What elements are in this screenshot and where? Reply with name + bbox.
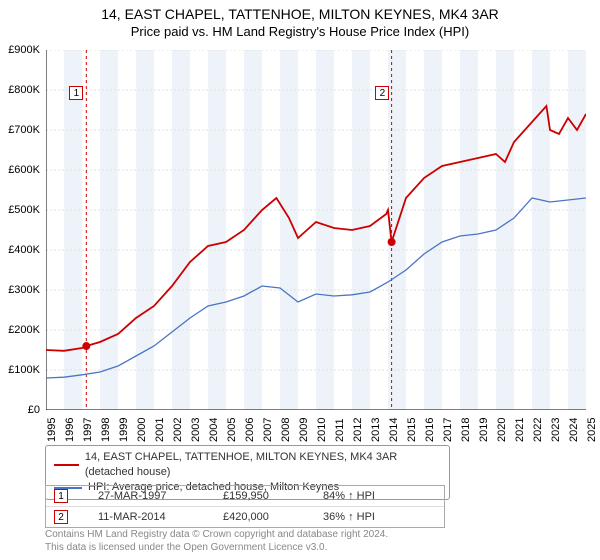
chart-svg <box>46 50 586 410</box>
x-axis-label: 2025 <box>586 418 598 442</box>
legend-label-property: 14, EAST CHAPEL, TATTENHOE, MILTON KEYNE… <box>85 450 441 480</box>
x-axis-label: 1995 <box>46 418 58 442</box>
chart-marker-badge: 1 <box>69 86 83 100</box>
x-axis-label: 2008 <box>280 418 292 442</box>
footer-line2: This data is licensed under the Open Gov… <box>45 541 388 554</box>
y-axis-label: £300K <box>0 284 40 296</box>
sale-marker-1: 1 <box>54 489 68 503</box>
y-axis-label: £400K <box>0 244 40 256</box>
x-axis-label: 2020 <box>496 418 508 442</box>
x-axis-label: 2000 <box>136 418 148 442</box>
x-axis-label: 2016 <box>424 418 436 442</box>
chart-subtitle: Price paid vs. HM Land Registry's House … <box>10 24 590 39</box>
x-axis-label: 2018 <box>460 418 472 442</box>
x-axis-label: 1998 <box>100 418 112 442</box>
y-axis-label: £100K <box>0 364 40 376</box>
x-axis-label: 2014 <box>388 418 400 442</box>
x-axis-label: 2024 <box>568 418 580 442</box>
x-axis-label: 1999 <box>118 418 130 442</box>
sale-price: £420,000 <box>223 511 293 523</box>
sale-date: 11-MAR-2014 <box>98 511 193 523</box>
x-axis-label: 2002 <box>172 418 184 442</box>
sale-pct: 84% ↑ HPI <box>323 490 418 502</box>
legend-row-property: 14, EAST CHAPEL, TATTENHOE, MILTON KEYNE… <box>54 450 441 480</box>
x-axis-label: 2010 <box>316 418 328 442</box>
y-axis-label: £600K <box>0 164 40 176</box>
x-axis-label: 2022 <box>532 418 544 442</box>
y-axis-label: £900K <box>0 44 40 56</box>
y-axis-label: £200K <box>0 324 40 336</box>
chart-area: £0£100K£200K£300K£400K£500K£600K£700K£80… <box>46 50 586 410</box>
footer-line1: Contains HM Land Registry data © Crown c… <box>45 528 388 541</box>
sale-marker-2: 2 <box>54 510 68 524</box>
title-block: 14, EAST CHAPEL, TATTENHOE, MILTON KEYNE… <box>0 0 600 41</box>
x-axis-label: 2006 <box>244 418 256 442</box>
x-axis-label: 2011 <box>334 418 346 442</box>
table-row: 2 11-MAR-2014 £420,000 36% ↑ HPI <box>46 506 444 527</box>
y-axis-label: £0 <box>0 404 40 416</box>
x-axis-label: 2021 <box>514 418 526 442</box>
x-axis-label: 2003 <box>190 418 202 442</box>
footer: Contains HM Land Registry data © Crown c… <box>45 528 388 554</box>
sale-price: £159,950 <box>223 490 293 502</box>
x-axis-label: 2012 <box>352 418 364 442</box>
x-axis-label: 1996 <box>64 418 76 442</box>
x-axis-label: 2004 <box>208 418 220 442</box>
chart-title: 14, EAST CHAPEL, TATTENHOE, MILTON KEYNE… <box>10 6 590 22</box>
x-axis-label: 2013 <box>370 418 382 442</box>
chart-marker-badge: 2 <box>375 86 389 100</box>
x-axis-label: 2007 <box>262 418 274 442</box>
x-axis-label: 2009 <box>298 418 310 442</box>
y-axis-label: £500K <box>0 204 40 216</box>
x-axis-label: 1997 <box>82 418 94 442</box>
x-axis-label: 2017 <box>442 418 454 442</box>
chart-container: 14, EAST CHAPEL, TATTENHOE, MILTON KEYNE… <box>0 0 600 560</box>
x-axis-label: 2015 <box>406 418 418 442</box>
x-axis-label: 2001 <box>154 418 166 442</box>
x-axis-label: 2005 <box>226 418 238 442</box>
sales-table: 1 27-MAR-1997 £159,950 84% ↑ HPI 2 11-MA… <box>45 485 445 528</box>
x-axis-label: 2019 <box>478 418 490 442</box>
y-axis-label: £800K <box>0 84 40 96</box>
x-axis-label: 2023 <box>550 418 562 442</box>
table-row: 1 27-MAR-1997 £159,950 84% ↑ HPI <box>46 486 444 506</box>
legend-swatch-property <box>54 464 79 466</box>
y-axis-label: £700K <box>0 124 40 136</box>
sale-pct: 36% ↑ HPI <box>323 511 418 523</box>
sale-date: 27-MAR-1997 <box>98 490 193 502</box>
